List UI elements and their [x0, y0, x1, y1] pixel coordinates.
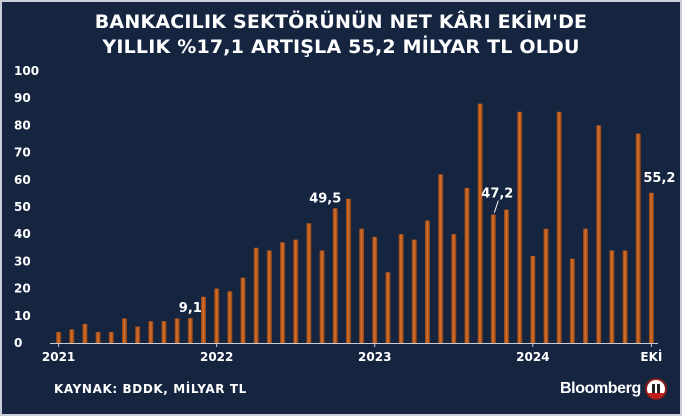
y-tick-label: 60	[14, 173, 31, 187]
y-tick-label: 50	[14, 200, 31, 214]
bar-2022-02	[227, 291, 233, 343]
bar-2024-08	[622, 250, 628, 343]
bar-2024-02	[543, 228, 549, 343]
logo-bar-right	[657, 384, 660, 394]
bar-2021-06	[121, 318, 127, 343]
bar-2021-12	[201, 296, 206, 343]
bar-2023-12	[517, 111, 523, 343]
bar-2023-09	[477, 103, 483, 343]
data-label-leader-line	[493, 200, 499, 213]
bar-2023-03	[398, 234, 404, 343]
chart-title: BANKACILIK SEKTÖRÜNÜN NET KÂRI EKİM'DE Y…	[0, 10, 682, 60]
bar-2022-07	[293, 239, 299, 343]
y-tick-label: 90	[14, 91, 31, 105]
x-tick-label: 2021	[42, 350, 75, 364]
bar-2022-06	[280, 242, 286, 343]
y-tick-label: 100	[14, 64, 39, 78]
data-label: 47,2	[481, 187, 513, 202]
bar-2024-05	[583, 228, 589, 343]
y-tick-label: 30	[14, 254, 31, 268]
source-note: KAYNAK: BDDK, MİLYAR TL	[54, 382, 247, 396]
y-tick-label: 70	[14, 146, 31, 160]
bar-2021-05	[108, 332, 114, 343]
bar-2021-04	[95, 332, 101, 343]
bar-2021-09	[161, 321, 167, 343]
bar-2022-03	[240, 277, 246, 343]
data-label: 49,5	[309, 191, 341, 206]
bar-2021-08	[148, 321, 154, 343]
x-tick-label: 2024	[516, 350, 549, 364]
bar-2024-07	[609, 250, 615, 343]
bar-2022-11	[345, 198, 351, 343]
bar-2022-05	[266, 250, 272, 343]
bar-2021-03	[82, 323, 88, 343]
bar-2021-11	[187, 318, 193, 343]
bar-2024-04	[569, 258, 575, 343]
bloomberg-ht-logo-icon	[645, 378, 667, 400]
bar-2024-10	[648, 192, 654, 343]
chart-title-line-1: BANKACILIK SEKTÖRÜNÜN NET KÂRI EKİM'DE	[94, 11, 588, 33]
y-tick-label: 20	[14, 282, 31, 296]
bar-2021-01	[56, 332, 62, 343]
data-label: 55,2	[643, 171, 675, 186]
y-tick-label: 40	[14, 227, 31, 241]
bar-2022-08	[306, 223, 312, 343]
bar-2023-02	[385, 272, 391, 343]
data-label: 9,1	[179, 301, 202, 316]
x-tick-label: EKİ	[640, 349, 662, 364]
bar-2024-09	[635, 133, 641, 343]
bar-2024-06	[596, 125, 602, 344]
x-tick-label: 2023	[358, 350, 391, 364]
bar-2021-07	[135, 326, 141, 343]
bar-2021-02	[69, 329, 75, 343]
bar-2021-10	[174, 318, 180, 343]
y-tick-label: 80	[14, 118, 31, 132]
bar-2022-01	[214, 288, 220, 343]
bar-2023-01	[372, 236, 378, 343]
bar-2023-11	[504, 209, 509, 343]
x-tick-label: 2022	[200, 350, 233, 364]
y-tick-label: 0	[14, 336, 22, 350]
bar-2023-04	[411, 239, 417, 343]
bar-2024-03	[556, 111, 562, 343]
bar-2022-10	[332, 208, 338, 343]
bar-2022-04	[253, 247, 259, 343]
chart-title-line-2: YILLIK %17,1 ARTIŞLA 55,2 MİLYAR TL OLDU	[102, 36, 580, 58]
bar-2024-01	[530, 255, 536, 343]
logo-bar-left	[652, 384, 655, 394]
bar-2023-08	[464, 187, 470, 343]
bar-2023-10	[490, 214, 496, 343]
bar-2023-05	[424, 220, 430, 343]
bar-2023-07	[451, 234, 457, 343]
bloomberg-brand-label: Bloomberg	[560, 380, 641, 397]
y-tick-label: 10	[14, 309, 31, 323]
logo-red-band	[647, 393, 665, 398]
bar-2023-06	[438, 174, 444, 343]
bar-2022-12	[359, 228, 365, 343]
bar-2022-09	[319, 250, 325, 343]
